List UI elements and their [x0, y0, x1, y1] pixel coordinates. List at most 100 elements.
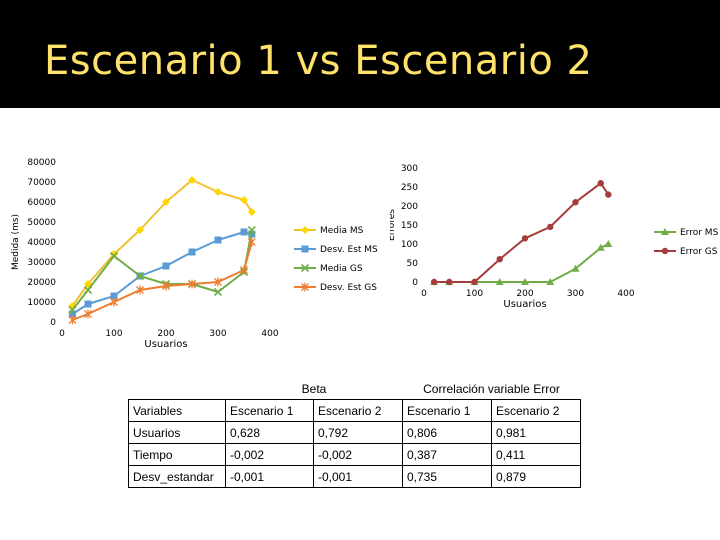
- x-tick-label: 200: [157, 329, 174, 339]
- table-cell: 0,735: [402, 465, 492, 488]
- data-point: [240, 265, 248, 275]
- data-point: [214, 188, 222, 196]
- data-point: [214, 236, 222, 244]
- table-row: Usuarios 0,628 0,792 0,806 0,981: [128, 421, 581, 444]
- data-point: [84, 309, 92, 319]
- legend-label: Error MS: [680, 228, 719, 238]
- slide-title: Escenario 1 vs Escenario 2: [44, 38, 593, 84]
- data-point: [84, 300, 92, 308]
- data-point: [110, 292, 118, 300]
- data-point: [162, 198, 170, 206]
- series-line: [434, 243, 609, 283]
- data-point: [430, 278, 438, 286]
- data-point: [188, 176, 196, 184]
- legend-marker: [300, 263, 310, 273]
- x-tick-label: 300: [567, 289, 584, 299]
- header-beta-esc2: Escenario 2: [313, 399, 403, 422]
- table-cell: -0,002: [313, 443, 403, 466]
- table-cell: 0,981: [491, 421, 581, 444]
- data-point: [162, 281, 170, 291]
- y-tick-label: 0: [412, 278, 418, 288]
- y-tick-label: 20000: [27, 278, 56, 288]
- x-tick-label: 100: [466, 289, 483, 299]
- data-point: [68, 310, 76, 318]
- row-label: Desv_estandar: [128, 465, 226, 488]
- y-tick-label: 30000: [27, 258, 56, 268]
- data-point: [68, 305, 77, 315]
- series-line: [71, 231, 253, 315]
- data-point: [110, 297, 118, 307]
- data-point: [240, 228, 248, 236]
- data-point: [446, 278, 453, 286]
- table-cell: 0,879: [491, 465, 581, 488]
- data-point: [214, 277, 222, 287]
- table-cell: 0,792: [313, 421, 403, 444]
- x-tick-label: 0: [421, 289, 427, 299]
- group-beta-label: Beta: [301, 381, 327, 396]
- title-accent: [0, 0, 22, 108]
- legend-label: Media MS: [320, 226, 364, 236]
- data-point: [110, 250, 118, 258]
- title-bar: [0, 0, 720, 108]
- x-tick-label: 400: [617, 289, 634, 299]
- table-cell: 0,387: [402, 443, 492, 466]
- data-point: [597, 180, 604, 187]
- data-point: [247, 225, 256, 235]
- series-line: [434, 182, 610, 283]
- legend-marker: [661, 228, 669, 235]
- legend-label: Desv. Est GS: [320, 283, 377, 293]
- table-row: Tiempo -0,002 -0,002 0,387 0,411: [128, 443, 581, 466]
- y-tick-label: 50: [407, 259, 419, 269]
- header-beta-esc1: Escenario 1: [225, 399, 314, 422]
- data-point: [605, 191, 612, 198]
- y-tick-label: 250: [401, 183, 418, 193]
- y-tick-label: 100: [401, 240, 418, 250]
- header-corr-esc2: Escenario 2: [491, 399, 581, 422]
- x-tick-label: 300: [209, 329, 226, 339]
- data-point: [495, 278, 504, 285]
- legend-marker: [301, 245, 309, 253]
- y-tick-label: 300: [401, 164, 418, 174]
- data-point: [240, 196, 248, 204]
- table-cell: 0,628: [225, 421, 314, 444]
- data-point: [521, 235, 529, 242]
- table-row: Desv_estandar -0,001 -0,001 0,735 0,879: [128, 465, 581, 488]
- chart-response-time: 0 10000 20000 30000 40000 50000 60000 70000 8000…: [11, 158, 378, 350]
- header-corr-esc1: Escenario 1: [402, 399, 492, 422]
- y-tick-label: 0: [50, 318, 56, 328]
- table-cell: -0,002: [225, 443, 314, 466]
- y-tick-label: 10000: [27, 298, 56, 308]
- data-point: [596, 243, 605, 251]
- data-point: [162, 262, 170, 270]
- legend-marker: [301, 282, 309, 292]
- x-axis-title: Usuarios: [144, 339, 187, 350]
- data-point: [604, 240, 613, 247]
- data-point: [572, 199, 579, 206]
- y-tick-label: 80000: [27, 158, 56, 168]
- data-point: [83, 285, 93, 295]
- data-point: [135, 271, 145, 281]
- table-cell: -0,001: [225, 465, 314, 488]
- table-cell: -0,001: [313, 465, 403, 488]
- row-label: Usuarios: [128, 421, 226, 444]
- x-axis-title: Usuarios: [503, 299, 546, 310]
- table-cell: 0,806: [402, 421, 492, 444]
- x-tick-label: 0: [59, 329, 65, 339]
- data-point: [213, 287, 223, 297]
- y-tick-label: 60000: [27, 198, 56, 208]
- data-point: [136, 226, 144, 234]
- row-label: Tiempo: [128, 443, 226, 466]
- y-tick-label: 40000: [27, 238, 56, 248]
- legend-label: Media GS: [320, 264, 363, 274]
- data-point: [136, 285, 144, 295]
- y-tick-label: 150: [401, 221, 418, 231]
- y-tick-label: 200: [401, 202, 418, 212]
- data-point: [247, 237, 256, 247]
- group-correlation-label: Correlación variable Error: [423, 381, 560, 396]
- table-group-row: Beta Correlación variable Error: [129, 378, 581, 400]
- legend-marker: [301, 226, 309, 234]
- y-axis-title: Errores: [390, 209, 397, 241]
- data-point: [496, 256, 503, 263]
- data-point: [247, 208, 256, 216]
- legend-marker: [661, 247, 669, 255]
